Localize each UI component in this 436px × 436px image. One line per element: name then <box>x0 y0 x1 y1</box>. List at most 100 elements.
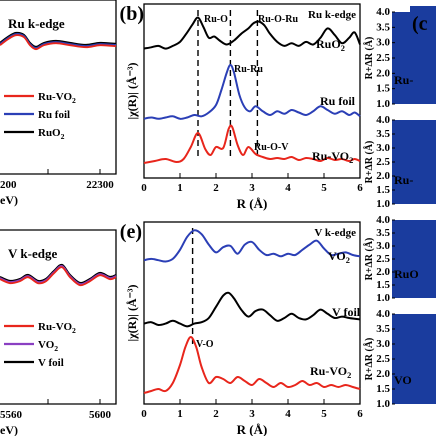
strip-label: Ru- <box>394 173 413 187</box>
y-tick-label: 3.5 <box>376 128 390 140</box>
wavelet-strip <box>392 120 436 204</box>
y-tick-label: 3.5 <box>376 227 390 239</box>
y-tick-label: 2.5 <box>376 253 390 265</box>
y-axis-label: |χ(R)| (Å⁻³) <box>125 284 139 341</box>
panel-letter: (e) <box>120 221 142 243</box>
series-label: Ru-VO2 <box>310 364 351 380</box>
legend-label: VO2 <box>38 339 58 353</box>
series-label: VO2 <box>328 249 350 265</box>
y-tick-label: 2.5 <box>376 156 390 168</box>
series-line <box>0 34 117 51</box>
x-tick-label: 4 <box>285 182 291 194</box>
y-tick-label: 1.5 <box>376 279 390 291</box>
x-tick-label: 6 <box>357 182 363 194</box>
y-tick-label: 3.5 <box>376 323 390 335</box>
panel-a-frame <box>0 0 117 175</box>
series-line <box>143 124 361 164</box>
y-tick-label: 1.5 <box>376 383 390 395</box>
x-tick-label: 2 <box>213 408 219 420</box>
x-tick-label: 200 <box>0 179 17 191</box>
x-tick-label: 6 <box>357 408 363 420</box>
y-axis-label: |χ(R)| (Å⁻³) <box>125 62 139 119</box>
x-tick-label: 5560 <box>0 409 23 421</box>
y-tick-label: 4.0 <box>376 214 390 226</box>
series-label: RuO2 <box>316 37 345 53</box>
y-tick-label: 2.5 <box>376 52 390 64</box>
series-line <box>143 16 361 50</box>
series-line <box>143 63 361 120</box>
series-label: V foil <box>332 305 361 319</box>
x-tick-label: 0 <box>141 408 147 420</box>
legend-label: RuO2 <box>38 127 65 141</box>
series-line <box>0 265 117 285</box>
series-line <box>0 263 117 284</box>
legend-label: Ru-VO2 <box>38 91 76 105</box>
x-tick-label: 5 <box>321 408 327 420</box>
y-axis-label: R+ΔR (Å) <box>363 141 375 184</box>
panel-b: 0 1 2 3 4 5 6 R (Å) |χ(R)| (Å⁻³) (b) Ru k-edge RuO2… <box>120 3 364 211</box>
panel-a-edge-label: Ru k-edge <box>8 16 65 31</box>
y-tick-label: 1.0 <box>376 398 390 410</box>
series-line <box>143 335 361 394</box>
panel-d-edge-label: V k-edge <box>8 246 57 261</box>
x-axis-label: eV) <box>0 193 18 207</box>
x-tick-label: 1 <box>177 408 183 420</box>
x-axis-label: R (Å) <box>237 422 268 436</box>
x-tick-label: 5 <box>321 182 327 194</box>
y-axis-label: R+ΔR (Å) <box>363 238 375 281</box>
peak-annotation: Ru-O-Ru <box>258 14 298 25</box>
x-axis-label: R (Å) <box>237 196 268 211</box>
edge-label: Ru k-edge <box>308 9 356 21</box>
y-tick-label: 2.5 <box>376 353 390 365</box>
x-tick-label: 5600 <box>89 409 112 421</box>
peak-annotation: Ru-O <box>204 14 228 25</box>
wavelet-strip <box>392 314 436 404</box>
legend-label: Ru foil <box>38 109 70 121</box>
legend-label: V foil <box>38 357 64 369</box>
legend-label: Ru-VO2 <box>38 321 76 335</box>
y-axis-label: R+ΔR (Å) <box>363 338 375 381</box>
series-line <box>0 266 117 287</box>
series-line <box>143 229 361 263</box>
y-tick-label: 2.0 <box>376 170 390 182</box>
x-axis-label: eV) <box>0 423 18 436</box>
y-tick-label: 1.5 <box>376 83 390 95</box>
edge-label: V k-edge <box>314 227 356 239</box>
x-tick-label: 1 <box>177 182 183 194</box>
y-tick-label: 4.0 <box>376 308 390 320</box>
panel-letter: (c <box>412 13 428 35</box>
panel-letter: (b) <box>120 3 144 25</box>
y-tick-label: 3.0 <box>376 37 390 49</box>
y-tick-label: 1.0 <box>376 292 390 304</box>
x-tick-label: 4 <box>285 408 291 420</box>
wavelet-strip <box>392 220 436 298</box>
y-tick-label: 2.0 <box>376 266 390 278</box>
peak-annotation: Ru-Ru <box>234 64 263 75</box>
strip-label: Ru- <box>394 73 413 87</box>
panel-letter-bg <box>410 6 436 36</box>
y-tick-label: 1.5 <box>376 184 390 196</box>
series-line <box>143 291 361 328</box>
y-tick-label: 3.0 <box>376 338 390 350</box>
y-tick-label: 3.0 <box>376 142 390 154</box>
x-tick-label: 22300 <box>86 179 114 191</box>
strip-label: RuO <box>394 267 419 281</box>
series-line <box>0 33 117 49</box>
x-tick-label: 0 <box>141 182 147 194</box>
y-tick-label: 1.0 <box>376 198 390 210</box>
y-tick-label: 4.0 <box>376 6 390 18</box>
y-tick-label: 4.0 <box>376 114 390 126</box>
y-tick-label: 2.0 <box>376 67 390 79</box>
x-tick-label: 3 <box>249 182 255 194</box>
peak-annotation: V-O <box>196 339 214 350</box>
series-label: Ru foil <box>320 94 356 108</box>
y-tick-label: 3.0 <box>376 240 390 252</box>
x-tick-label: 2 <box>213 182 219 194</box>
y-tick-label: 1.0 <box>376 98 390 110</box>
panel-c: 1.01.52.02.53.03.54.0R+ΔR (Å)Ru-1.01.52.… <box>363 6 436 410</box>
strip-label: VO <box>394 373 412 387</box>
panel-d: V k-edge Ru-VO2 VO2 V foil 5560 5600 eV) <box>0 229 117 436</box>
y-tick-label: 2.0 <box>376 368 390 380</box>
panel-d-frame <box>0 229 117 405</box>
